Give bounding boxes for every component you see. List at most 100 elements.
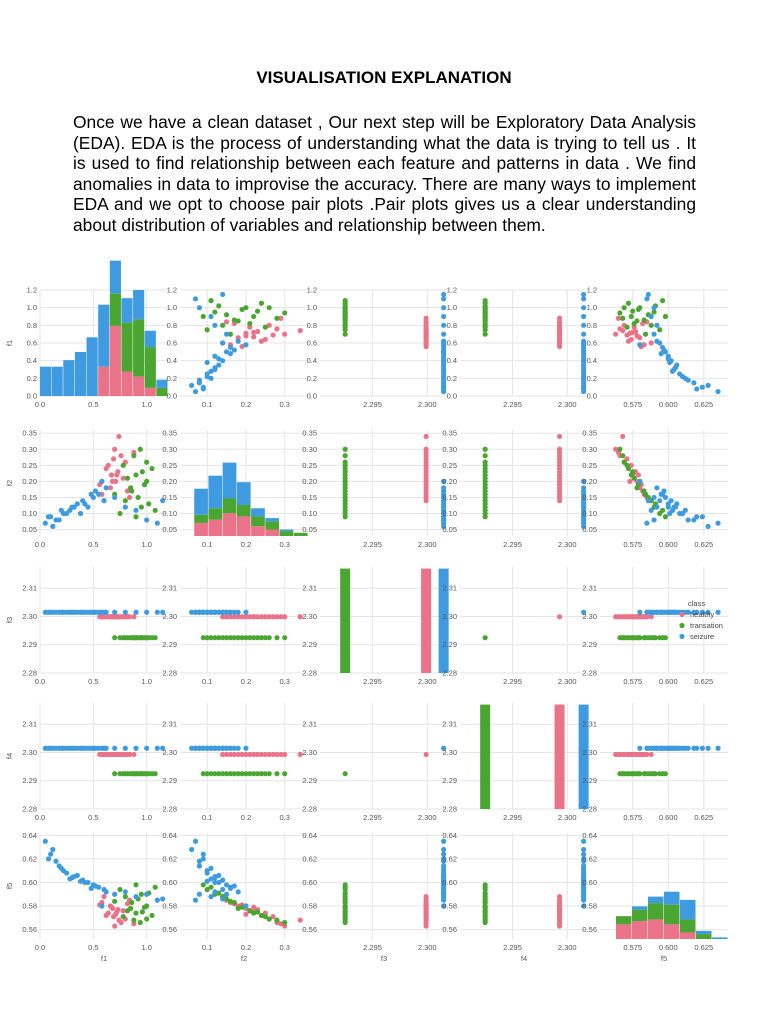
scatter-point-transation	[630, 771, 636, 777]
scatter-point-seizure	[196, 891, 202, 897]
scatter-point-seizure	[637, 745, 643, 751]
scatter-point-healthy	[120, 908, 126, 914]
scatter-point-transation	[482, 446, 488, 452]
scatter-point-transation	[621, 771, 627, 777]
x-axis-label: f1	[101, 954, 107, 963]
scatter-point-transation	[122, 498, 128, 504]
scatter-point-healthy	[247, 614, 253, 620]
scatter-point-seizure	[581, 351, 587, 357]
scatter-point-transation	[200, 882, 206, 888]
scatter-point-seizure	[441, 485, 447, 491]
y-tick-label: 2.31	[442, 720, 457, 729]
x-tick-label: 0.1	[202, 540, 212, 549]
scatter-point-healthy	[235, 751, 241, 758]
y-tick-label: 2.30	[442, 612, 457, 621]
scatter-point-seizure	[581, 359, 587, 366]
y-tick-label: 2.31	[22, 584, 37, 593]
scatter-point-seizure	[67, 745, 73, 751]
scatter-point-seizure	[45, 609, 52, 615]
y-tick-label: 0.4	[167, 356, 177, 365]
scatter-point-seizure	[212, 873, 218, 880]
y-tick-label: 0.0	[447, 392, 457, 401]
scatter-point-seizure	[699, 745, 706, 751]
scatter-point-seizure	[144, 891, 150, 897]
scatter-point-transation	[144, 916, 150, 922]
hist-bar-healthy	[109, 325, 121, 396]
scatter-point-seizure	[441, 896, 447, 902]
scatter-point-healthy	[640, 614, 646, 620]
y-tick-label: 0.56	[22, 925, 37, 934]
scatter-point-transation	[630, 469, 636, 475]
scatter-point-seizure	[45, 856, 52, 862]
scatter-point-seizure	[196, 305, 202, 311]
scatter-point-healthy	[124, 901, 131, 907]
scatter-point-transation	[482, 514, 488, 520]
scatter-point-seizure	[581, 368, 587, 374]
scatter-point-seizure	[581, 313, 587, 320]
scatter-point-healthy	[635, 614, 642, 620]
x-tick-label: 0.2	[241, 400, 251, 409]
scatter-point-transation	[652, 771, 659, 777]
scatter-point-transation	[144, 635, 150, 641]
scatter-point-seizure	[67, 609, 73, 615]
scatter-point-transation	[482, 909, 488, 915]
scatter-point-transation	[120, 771, 126, 777]
scatter-point-transation	[342, 916, 348, 922]
scatter-point-transation	[239, 635, 245, 641]
scatter-point-healthy	[101, 614, 107, 620]
x-tick-label: 0.625	[694, 813, 713, 822]
scatter-point-transation	[141, 482, 148, 488]
y-axis-label: f4	[5, 753, 14, 759]
scatter-point-healthy	[615, 315, 622, 321]
scatter-point-healthy	[231, 751, 237, 758]
y-tick-label: 0.2	[587, 374, 597, 383]
scatter-point-seizure	[235, 745, 241, 751]
y-tick-label: 0.30	[442, 445, 457, 454]
scatter-point-healthy	[116, 433, 122, 440]
y-tick-label: 0.62	[582, 854, 597, 863]
scatter-point-healthy	[423, 488, 429, 494]
scatter-point-transation	[220, 635, 226, 641]
y-tick-label: 2.29	[22, 776, 37, 785]
x-tick-label: 2.295	[363, 813, 382, 822]
y-tick-label: 2.31	[162, 720, 177, 729]
scatter-point-transation	[152, 771, 158, 777]
scatter-point-healthy	[254, 328, 261, 335]
scatter-point-transation	[137, 919, 143, 926]
scatter-point-seizure	[651, 331, 657, 337]
scatter-point-seizure	[103, 609, 109, 615]
x-tick-label: 2.295	[363, 540, 382, 549]
legend-entry: seizure	[690, 632, 714, 641]
scatter-point-seizure	[581, 896, 587, 902]
scatter-point-seizure	[48, 851, 54, 857]
scatter-point-healthy	[556, 330, 563, 336]
scatter-point-healthy	[113, 911, 119, 917]
legend-marker	[679, 633, 685, 640]
scatter-point-transation	[216, 771, 222, 777]
scatter-point-transation	[266, 771, 272, 777]
scatter-point-healthy	[423, 320, 429, 327]
hist-bar-seizure	[696, 930, 712, 935]
scatter-point-healthy	[423, 911, 429, 917]
scatter-point-seizure	[60, 868, 67, 874]
scatter-point-transation	[631, 475, 637, 481]
y-tick-label: 2.28	[582, 805, 597, 814]
scatter-point-transation	[262, 324, 268, 330]
scatter-point-healthy	[635, 751, 642, 758]
scatter-point-seizure	[60, 510, 67, 517]
scatter-point-transation	[652, 635, 659, 641]
scatter-point-transation	[342, 469, 348, 475]
scatter-point-transation	[227, 771, 234, 777]
scatter-point-transation	[212, 309, 218, 315]
scatter-point-seizure	[71, 745, 77, 751]
x-tick-label: 0.625	[694, 677, 713, 686]
scatter-point-transation	[630, 635, 636, 641]
scatter-point-seizure	[694, 386, 700, 392]
scatter-point-seizure	[644, 520, 650, 526]
scatter-point-transation	[657, 327, 663, 333]
scatter-point-seizure	[648, 507, 654, 513]
y-tick-label: 0.58	[22, 902, 37, 911]
scatter-point-transation	[124, 475, 131, 481]
scatter-point-seizure	[67, 876, 73, 882]
y-axis-label: f2	[5, 480, 14, 486]
